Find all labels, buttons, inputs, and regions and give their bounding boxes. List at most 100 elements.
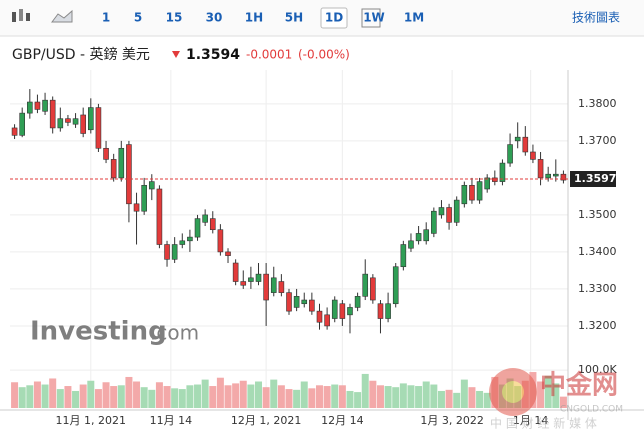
- volume-bar: [399, 383, 407, 408]
- volume-bar: [277, 385, 285, 408]
- candle-body: [19, 112, 25, 136]
- candle-body: [537, 159, 544, 179]
- volume-bar: [247, 384, 255, 408]
- volume-bar: [171, 388, 179, 408]
- volume-bar: [308, 388, 316, 408]
- volume-bar: [437, 390, 445, 408]
- candle-body: [400, 244, 407, 268]
- interval-button[interactable]: 1D: [325, 11, 343, 25]
- candle-body: [553, 173, 559, 177]
- volume-bar: [537, 381, 545, 408]
- volume-bar: [186, 385, 194, 408]
- candle-body: [484, 177, 490, 190]
- volume-bar: [178, 389, 186, 408]
- candle-body: [240, 281, 247, 286]
- candle-body: [469, 184, 475, 201]
- candle-body: [293, 296, 300, 308]
- candle-body: [438, 207, 445, 216]
- candle-body: [118, 147, 125, 179]
- candle-body: [49, 99, 56, 129]
- candle-body: [103, 147, 109, 160]
- volume-bar: [155, 382, 163, 408]
- volume-bar: [346, 390, 354, 408]
- volume-bar: [26, 385, 34, 408]
- volume-bar: [422, 381, 430, 408]
- interval-button[interactable]: 1W: [363, 11, 385, 25]
- grid: [10, 70, 568, 408]
- x-tick-label: 12月 14: [321, 414, 364, 427]
- candle-body: [354, 296, 361, 308]
- volume-bar: [117, 385, 125, 408]
- interval-button[interactable]: 5H: [285, 11, 303, 25]
- interval-button[interactable]: 1: [102, 11, 110, 25]
- last-price-label: 1.3597: [574, 172, 616, 185]
- volume-tick-label: 100.0K: [578, 363, 617, 376]
- candle-body: [126, 144, 132, 205]
- volume-bar: [79, 384, 87, 408]
- candle-body: [507, 144, 513, 164]
- symbol: GBP/USD - 英鎊 美元: [12, 46, 150, 63]
- volume-bar: [110, 386, 118, 408]
- volume-bar: [384, 386, 392, 408]
- candle-body: [278, 281, 285, 293]
- volume-bar: [102, 382, 110, 408]
- volume-bar: [56, 389, 64, 408]
- candle-body: [522, 136, 529, 153]
- interval-button[interactable]: 15: [166, 11, 183, 25]
- volume-bar: [415, 386, 423, 408]
- volume-bar: [369, 380, 377, 408]
- candle-body: [225, 251, 231, 256]
- volume-bar: [407, 385, 415, 408]
- volume-bar: [460, 379, 468, 408]
- candle-body: [331, 299, 338, 319]
- volume-bar: [331, 384, 339, 408]
- volume-bar: [552, 383, 560, 408]
- candle-body: [560, 173, 567, 181]
- area-icon[interactable]: [51, 9, 73, 23]
- candle-body: [248, 277, 254, 282]
- x-tick-label: 11月 1, 2021: [56, 414, 126, 427]
- candle-body: [514, 136, 521, 142]
- candle-body: [95, 107, 102, 149]
- volume-bar: [18, 387, 26, 408]
- candle-body: [301, 299, 308, 305]
- candle-body: [362, 273, 369, 297]
- volume-bar: [33, 381, 41, 408]
- candle-body: [431, 210, 437, 234]
- volume-bar: [209, 386, 217, 408]
- volume-bar: [392, 387, 400, 408]
- volume-bar: [300, 381, 308, 408]
- candle-body: [270, 277, 277, 293]
- candle-body: [148, 181, 155, 190]
- volume-bar: [315, 385, 323, 408]
- y-tick-label: 1.3700: [578, 134, 617, 147]
- candle-body: [57, 118, 64, 129]
- y-tick-label: 1.3200: [578, 319, 617, 332]
- interval-button[interactable]: 30: [206, 11, 223, 25]
- tools-label[interactable]: 技術圖表: [572, 11, 620, 25]
- candle-body: [72, 118, 79, 125]
- candle-body: [339, 303, 346, 319]
- candle-icon[interactable]: [12, 9, 30, 22]
- y-tick-label: 1.3800: [578, 97, 617, 110]
- candle-body: [530, 151, 536, 160]
- volume-bar: [255, 381, 263, 408]
- volume-bar: [270, 379, 278, 408]
- volume-bar: [140, 387, 148, 408]
- candle-body: [324, 314, 330, 327]
- candle-body: [133, 203, 140, 212]
- interval-button[interactable]: 1M: [404, 11, 424, 25]
- candle-body: [377, 303, 384, 319]
- volume-bar: [148, 389, 156, 408]
- candle-body: [88, 107, 94, 131]
- volume-bar: [216, 377, 224, 408]
- candle-body: [11, 127, 18, 136]
- candle-body: [461, 184, 468, 205]
- table-icon[interactable]: [361, 8, 381, 28]
- interval-button[interactable]: 5: [134, 11, 142, 25]
- interval-button[interactable]: 1H: [245, 11, 263, 25]
- volume-bar: [430, 384, 438, 408]
- volume-bar: [41, 384, 49, 408]
